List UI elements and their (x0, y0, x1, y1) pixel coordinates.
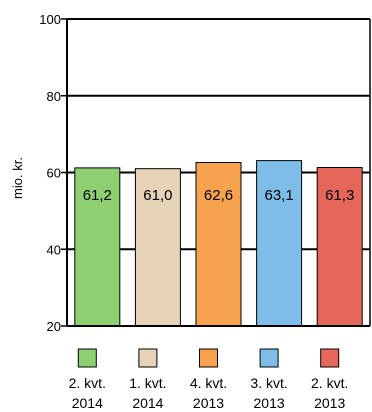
bars: 61,2 61,0 62,6 63,1 61,3 (74, 160, 363, 327)
legend-label-quarter-2: 4. kvt. (190, 375, 227, 391)
bar-value-label-0: 61,2 (83, 187, 112, 204)
bar-value-label-3: 63,1 (264, 187, 293, 204)
legend: 2. kvt. 2014 1. kvt. 2014 4. kvt. 2013 3. kvt.… (69, 348, 348, 411)
axes (66, 19, 371, 327)
y-axis-label: mio. kr. (10, 157, 25, 199)
legend-swatch-1 (138, 348, 158, 368)
legend-label-year-2: 2013 (193, 395, 224, 411)
legend-label-year-1: 2014 (132, 395, 163, 411)
legend-label-quarter-3: 3. kvt. (250, 375, 287, 391)
y-tick-label-100: 100 (39, 12, 61, 27)
legend-label-year-0: 2014 (72, 395, 103, 411)
legend-swatch-0 (77, 348, 97, 368)
legend-label-quarter-1: 1. kvt. (129, 375, 166, 391)
legend-swatch-4 (320, 348, 340, 368)
bar-0 (74, 167, 121, 327)
y-tick-labels: 20 40 60 80 100 (39, 12, 61, 334)
legend-swatch-3 (259, 348, 279, 368)
y-tick-label-20: 20 (47, 319, 61, 334)
legend-label-year-3: 2013 (254, 395, 285, 411)
legend-swatch-2 (199, 348, 218, 368)
bar-4 (316, 167, 363, 327)
legend-label-quarter-0: 2. kvt. (69, 375, 106, 391)
y-tick-label-60: 60 (47, 166, 61, 181)
y-tick-label-80: 80 (47, 89, 61, 104)
bar-value-label-2: 62,6 (204, 187, 233, 204)
legend-label-quarter-4: 2. kvt. (311, 375, 348, 391)
y-tick-label-40: 40 (47, 242, 61, 257)
bar-value-label-1: 61,0 (143, 187, 172, 204)
legend-label-year-4: 2013 (314, 395, 345, 411)
bar-value-label-4: 61,3 (325, 187, 354, 204)
bar-1 (134, 168, 181, 327)
bar-3 (256, 160, 303, 327)
